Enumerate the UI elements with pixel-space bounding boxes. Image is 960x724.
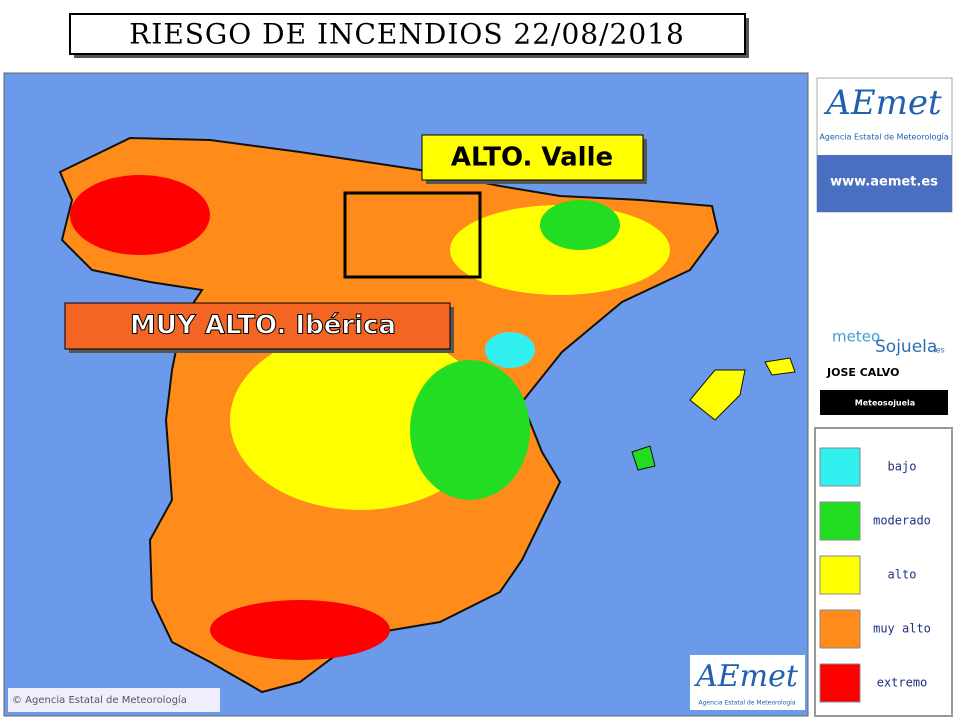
url-strip [817,155,952,212]
legend-swatch [819,555,861,595]
callout [64,302,451,350]
callout-text: ALTO. Valle [451,143,613,173]
legend-label: bajo [888,460,917,474]
highlight-box [343,191,482,279]
green-area [410,360,530,500]
author: JOSE CALVO [826,366,899,379]
copyright: © Agencia Estatal de Meteorología [12,694,187,706]
footer-logo-box [690,655,805,710]
callout-text: MUY ALTO. Ibérica [130,311,396,341]
title: RIESGO DE INCENDIOS 22/08/2018 [129,18,685,51]
green-area [540,200,620,250]
agency: Agencia Estatal de Meteorología [819,133,948,142]
brand-suffix: .es [933,346,945,355]
footer-logo: AEmet [693,659,799,694]
red-area [70,175,210,255]
social-strip [820,390,948,415]
legend: bajo moderado alto muy alto extremo [819,447,931,703]
legend-swatch [819,663,861,703]
legend-swatch [819,447,861,487]
title-box [69,13,746,55]
footer-agency: Agencia Estatal de Meteorología [699,700,796,707]
legend-swatch [819,501,861,541]
island [764,357,796,376]
brand-name: Sojuela [875,337,937,357]
copyright-box [8,688,220,712]
cyan-area [485,332,535,368]
legend-label: muy alto [873,622,931,636]
island [631,445,656,471]
island [689,369,746,421]
legend-label: extremo [877,676,928,690]
legend-label: moderado [873,514,931,528]
legend-label: alto [888,568,917,582]
url: www.aemet.es [830,175,938,190]
social: Meteosojuela [855,399,915,408]
callout [421,134,644,181]
legend-swatch [819,609,861,649]
red-area [210,600,390,660]
logo: AEmet [823,83,942,123]
brand-prefix: meteo [832,328,880,346]
